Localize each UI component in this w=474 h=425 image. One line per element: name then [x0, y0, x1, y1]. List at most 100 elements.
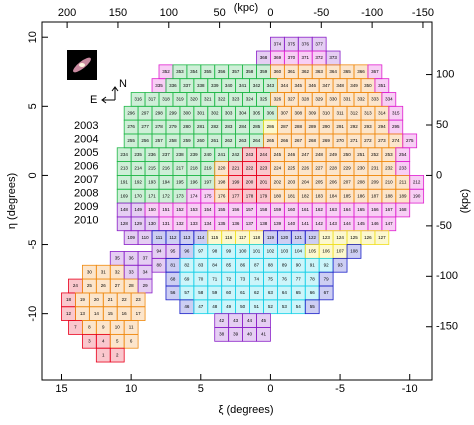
field-label: 113: [183, 235, 191, 240]
y2-tick-label: -150: [436, 321, 458, 333]
survey-field: [256, 327, 271, 342]
field-label: 157: [246, 207, 254, 212]
field-label: 107: [336, 249, 344, 254]
field-label: 215: [148, 166, 156, 171]
field-label: 10: [115, 325, 121, 330]
field-label: 154: [204, 207, 212, 212]
field-label: 345: [295, 83, 303, 88]
field-label: 341: [239, 83, 247, 88]
field-label: 206: [329, 180, 337, 185]
x2-tick-label: 200: [58, 7, 76, 19]
field-label: 105: [308, 249, 316, 254]
y-tick-label: -5: [27, 240, 39, 250]
field-label: 129: [134, 221, 142, 226]
field-label: 331: [343, 97, 351, 102]
field-label: 156: [232, 207, 240, 212]
field-label: 256: [141, 138, 149, 143]
field-label: 34: [143, 269, 149, 274]
field-label: 82: [184, 262, 190, 267]
field-label: 13: [80, 311, 86, 316]
field-label: 371: [301, 55, 309, 60]
field-label: 155: [218, 207, 226, 212]
field-label: 234: [120, 152, 128, 157]
field-label: 27: [115, 283, 121, 288]
field-label: 24: [73, 283, 79, 288]
field-label: 48: [212, 304, 218, 309]
field-label: 362: [301, 69, 309, 74]
field-label: 208: [357, 180, 365, 185]
field-label: 217: [176, 166, 184, 171]
field-label: 300: [183, 110, 191, 115]
field-label: 43: [233, 318, 239, 323]
x2-tick-label: -150: [412, 7, 434, 19]
field-label: 198: [218, 180, 226, 185]
field-label: 338: [197, 83, 205, 88]
field-label: 332: [357, 97, 365, 102]
field-label: 148: [120, 207, 128, 212]
compass-north: N: [119, 78, 127, 90]
field-label: 277: [141, 124, 149, 129]
field-label: 223: [260, 166, 268, 171]
survey-field: [395, 202, 411, 218]
field-label: 1: [102, 352, 105, 357]
field-label: 224: [274, 166, 282, 171]
galaxy-thumbnail: [67, 50, 97, 80]
field-label: 81: [170, 262, 176, 267]
field-label: 293: [364, 124, 372, 129]
survey-field: [346, 244, 362, 259]
field-label: 167: [385, 207, 393, 212]
field-label: 377: [315, 41, 323, 46]
field-label: 171: [148, 193, 156, 198]
field-label: 101: [253, 249, 261, 254]
y-axis-label: η (degrees): [6, 173, 18, 229]
field-label: 49: [226, 304, 232, 309]
field-label: 357: [232, 69, 240, 74]
field-label: 58: [198, 290, 204, 295]
field-label: 269: [322, 138, 330, 143]
field-label: 153: [190, 207, 198, 212]
field-label: 321: [204, 97, 212, 102]
galaxy-core: [79, 63, 85, 67]
field-label: 310: [322, 110, 330, 115]
field-label: 78: [310, 276, 316, 281]
survey-field: [304, 299, 320, 315]
field-label: 98: [212, 249, 218, 254]
y-tick-label: 10: [27, 31, 39, 43]
field-label: 335: [155, 83, 163, 88]
compass-east: E: [90, 94, 97, 106]
field-label: 42: [219, 318, 225, 323]
y2-tick-label: -50: [436, 220, 452, 232]
field-label: 202: [274, 180, 282, 185]
field-label: 12: [66, 311, 72, 316]
field-label: 172: [162, 193, 170, 198]
field-label: 294: [378, 124, 386, 129]
field-label: 69: [184, 276, 190, 281]
field-label: 320: [190, 97, 198, 102]
field-label: 123: [322, 235, 330, 240]
field-label: 52: [268, 304, 274, 309]
field-label: 131: [162, 221, 170, 226]
field-label: 317: [148, 97, 156, 102]
survey-field: [374, 230, 390, 245]
field-label: 241: [218, 152, 226, 157]
survey-field: [318, 285, 334, 301]
field-label: 61: [240, 290, 246, 295]
field-label: 18: [66, 297, 72, 302]
y-tick-label: -10: [27, 306, 39, 322]
field-label: 262: [225, 138, 233, 143]
field-label: 301: [197, 110, 205, 115]
arrowhead: [111, 86, 119, 92]
field-label: 80: [156, 262, 162, 267]
field-label: 115: [211, 235, 219, 240]
field-label: 313: [364, 110, 372, 115]
field-label: 326: [274, 97, 282, 102]
field-label: 163: [329, 207, 337, 212]
x-tick-label: 15: [55, 383, 67, 395]
field-label: 89: [282, 262, 288, 267]
field-label: 227: [315, 166, 323, 171]
field-label: 307: [281, 110, 289, 115]
legend-entry: 2005: [74, 147, 98, 159]
field-label: 182: [301, 193, 309, 198]
field-label: 165: [357, 207, 365, 212]
field-label: 77: [296, 276, 302, 281]
